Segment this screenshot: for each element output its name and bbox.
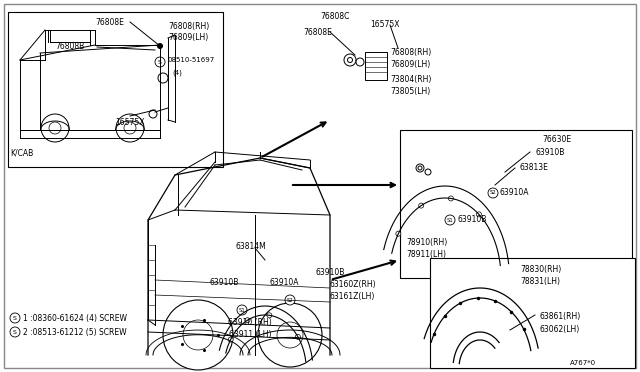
- Text: 76809(LH): 76809(LH): [168, 33, 208, 42]
- Text: 76808(RH): 76808(RH): [390, 48, 431, 57]
- Text: 08510-51697: 08510-51697: [167, 57, 214, 63]
- Circle shape: [488, 188, 498, 198]
- Circle shape: [396, 231, 401, 236]
- Circle shape: [285, 295, 295, 305]
- Text: 63160Z(RH): 63160Z(RH): [330, 280, 376, 289]
- Text: 63910A: 63910A: [500, 188, 529, 197]
- Text: 63062(LH): 63062(LH): [540, 325, 580, 334]
- Circle shape: [245, 318, 250, 323]
- Text: 63910A: 63910A: [270, 278, 300, 287]
- Text: 63161Z(LH): 63161Z(LH): [330, 292, 376, 301]
- Text: 76808B: 76808B: [55, 42, 84, 51]
- Text: 76808C: 76808C: [320, 12, 349, 21]
- Text: 76630E: 76630E: [542, 135, 571, 144]
- Text: 76808E: 76808E: [95, 18, 124, 27]
- Circle shape: [296, 334, 300, 339]
- Circle shape: [449, 196, 453, 201]
- Text: 76809(LH): 76809(LH): [390, 60, 430, 69]
- Circle shape: [277, 322, 303, 348]
- Circle shape: [116, 114, 144, 142]
- Circle shape: [155, 57, 165, 67]
- Circle shape: [258, 303, 322, 367]
- Bar: [8, 12, 223, 167]
- Text: A767*0: A767*0: [570, 360, 596, 366]
- Circle shape: [228, 337, 233, 342]
- Text: 63910B: 63910B: [458, 215, 488, 224]
- Text: 1 :08360-61624 (4) SCREW: 1 :08360-61624 (4) SCREW: [23, 314, 127, 323]
- Circle shape: [10, 313, 20, 323]
- Circle shape: [49, 122, 61, 134]
- Text: K/CAB: K/CAB: [10, 148, 33, 157]
- Text: 63814M: 63814M: [235, 242, 266, 251]
- Circle shape: [419, 203, 424, 208]
- Circle shape: [267, 313, 272, 318]
- Circle shape: [157, 44, 163, 48]
- Bar: [430, 258, 635, 368]
- Text: 78911(LH): 78911(LH): [406, 250, 446, 259]
- Bar: [400, 130, 632, 278]
- Text: S2: S2: [490, 190, 497, 196]
- Circle shape: [445, 215, 455, 225]
- Text: S: S: [158, 60, 162, 64]
- Text: 76808E: 76808E: [303, 28, 332, 37]
- Circle shape: [10, 327, 20, 337]
- Circle shape: [344, 54, 356, 66]
- Circle shape: [163, 300, 233, 370]
- Circle shape: [425, 169, 431, 175]
- Circle shape: [237, 305, 247, 315]
- Text: 76808(RH): 76808(RH): [168, 22, 209, 31]
- Bar: [365, 52, 387, 80]
- Text: 63911 (LH): 63911 (LH): [228, 330, 271, 339]
- Text: S1: S1: [239, 308, 245, 312]
- Text: (4): (4): [172, 69, 182, 76]
- Text: 63910 (RH): 63910 (RH): [228, 318, 272, 327]
- Text: 63813E: 63813E: [520, 163, 549, 172]
- Text: 16575X: 16575X: [370, 20, 399, 29]
- Text: 78830(RH): 78830(RH): [520, 265, 561, 274]
- Text: 63861(RH): 63861(RH): [540, 312, 581, 321]
- Circle shape: [416, 164, 424, 172]
- Circle shape: [476, 212, 481, 217]
- Text: 78831(LH): 78831(LH): [520, 277, 560, 286]
- Text: S2: S2: [287, 298, 293, 302]
- Text: 16575X: 16575X: [115, 118, 145, 127]
- Text: 63910B: 63910B: [210, 278, 239, 287]
- Circle shape: [418, 166, 422, 170]
- Text: S: S: [13, 315, 17, 321]
- Circle shape: [149, 110, 157, 118]
- Circle shape: [356, 58, 364, 66]
- Text: 78910(RH): 78910(RH): [406, 238, 447, 247]
- Circle shape: [41, 114, 69, 142]
- Text: S1: S1: [447, 218, 453, 222]
- Circle shape: [158, 73, 168, 83]
- Circle shape: [183, 320, 213, 350]
- Circle shape: [348, 58, 353, 62]
- Text: 63910B: 63910B: [535, 148, 564, 157]
- Text: S: S: [13, 330, 17, 334]
- Text: 73804(RH): 73804(RH): [390, 75, 431, 84]
- Text: 2 :08513-61212 (5) SCREW: 2 :08513-61212 (5) SCREW: [23, 328, 127, 337]
- Text: 63910B: 63910B: [315, 268, 344, 277]
- Text: 73805(LH): 73805(LH): [390, 87, 430, 96]
- Circle shape: [124, 122, 136, 134]
